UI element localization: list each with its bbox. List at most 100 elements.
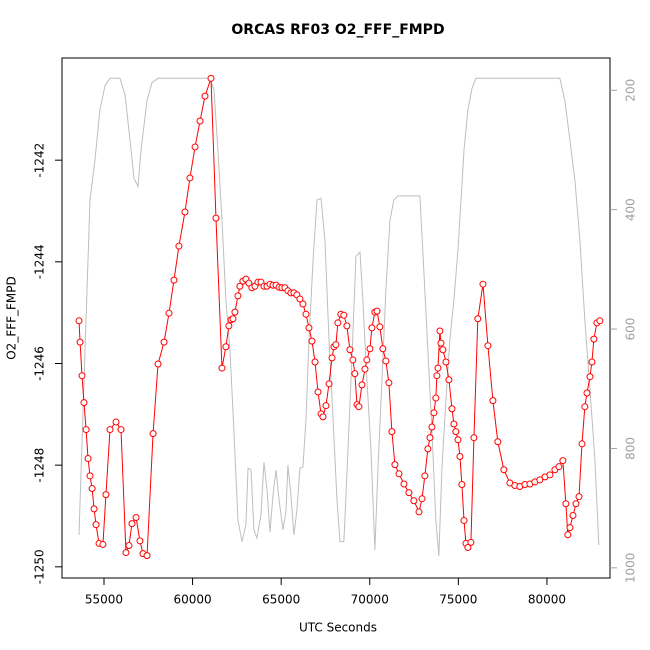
data-point (305, 324, 313, 332)
data-point (201, 92, 209, 100)
data-point (489, 397, 497, 405)
x-tick-label: 55000 (85, 593, 123, 607)
data-point (391, 461, 399, 469)
data-point (170, 276, 178, 284)
data-point (143, 552, 151, 560)
data-point (332, 341, 340, 349)
data-point (562, 500, 570, 508)
data-point (448, 405, 456, 413)
data-point (351, 370, 359, 378)
data-point (470, 434, 478, 442)
data-point (555, 463, 563, 471)
data-point (82, 426, 90, 434)
data-point (76, 338, 84, 346)
data-point (373, 307, 381, 315)
data-point (296, 295, 304, 303)
data-point (450, 420, 458, 428)
x-tick-label: 75000 (439, 593, 477, 607)
data-point (590, 335, 598, 343)
data-point (400, 480, 408, 488)
data-point (328, 354, 336, 362)
data-point (439, 346, 447, 354)
data-point (299, 300, 307, 308)
data-point (125, 541, 133, 549)
data-point (346, 346, 354, 354)
data-point (334, 319, 342, 327)
data-point (500, 466, 508, 474)
y-tick-label: -1250 (33, 549, 47, 584)
data-point (102, 491, 110, 499)
data-point (86, 472, 94, 480)
x-axis-label: UTC Seconds (299, 621, 377, 635)
data-point (322, 402, 330, 410)
data-point (395, 470, 403, 478)
data-point (234, 292, 242, 300)
data-point (218, 364, 226, 372)
data-point (405, 489, 413, 497)
plot-frame (61, 57, 611, 579)
data-point (474, 315, 482, 323)
data-point (428, 423, 436, 431)
data-point (458, 480, 466, 488)
data-point (454, 436, 462, 444)
x-tick-label: 80000 (528, 593, 566, 607)
data-point (421, 472, 429, 480)
data-point (410, 497, 418, 505)
data-point (445, 376, 453, 384)
data-point (196, 117, 204, 125)
data-point (165, 309, 173, 317)
y-tick-label: -1248 (33, 448, 47, 483)
data-point (418, 495, 426, 503)
data-point (363, 356, 371, 364)
data-point (186, 174, 194, 182)
data-point (160, 338, 168, 346)
data-point (432, 394, 440, 402)
data-point (128, 520, 136, 528)
data-point (236, 282, 244, 290)
data-point (575, 493, 583, 501)
data-point (546, 471, 554, 479)
data-point (175, 242, 183, 250)
data-point (349, 356, 357, 364)
data-point (484, 342, 492, 350)
data-point (385, 379, 393, 387)
y2-tick-label: 1000 (624, 553, 638, 584)
data-point (311, 358, 319, 366)
data-point (564, 531, 572, 539)
data-point (106, 426, 114, 434)
data-point (382, 357, 390, 365)
data-point (479, 280, 487, 288)
data-point (225, 322, 233, 330)
data-point (92, 521, 100, 529)
data-point (90, 505, 98, 513)
data-point (78, 372, 86, 380)
data-point (314, 388, 322, 396)
y2-tick-label: 400 (624, 198, 638, 221)
data-point (436, 327, 444, 335)
y-tick-label: -1244 (33, 244, 47, 279)
data-point (596, 317, 604, 325)
data-point (302, 310, 310, 318)
data-point (426, 434, 434, 442)
chart-title: ORCAS RF03 O2_FFF_FMPD (231, 22, 444, 38)
data-point (181, 208, 189, 216)
y-axis-label: O2_FFF_FMPD (5, 276, 19, 360)
data-point (388, 428, 396, 436)
data-point (308, 337, 316, 345)
data-point (460, 517, 468, 525)
y2-tick-label: 600 (624, 318, 638, 341)
y-tick-label: -1246 (33, 346, 47, 381)
data-point (136, 537, 144, 545)
data-point (149, 430, 157, 438)
data-point (456, 453, 464, 461)
data-point (379, 345, 387, 353)
x-tick-label: 60000 (173, 593, 211, 607)
data-point (588, 358, 596, 366)
data-point (154, 360, 162, 368)
data-point (366, 345, 374, 353)
data-point (559, 457, 567, 465)
y2-tick-label: 800 (624, 437, 638, 460)
data-point (437, 339, 445, 347)
data-point (572, 500, 580, 508)
